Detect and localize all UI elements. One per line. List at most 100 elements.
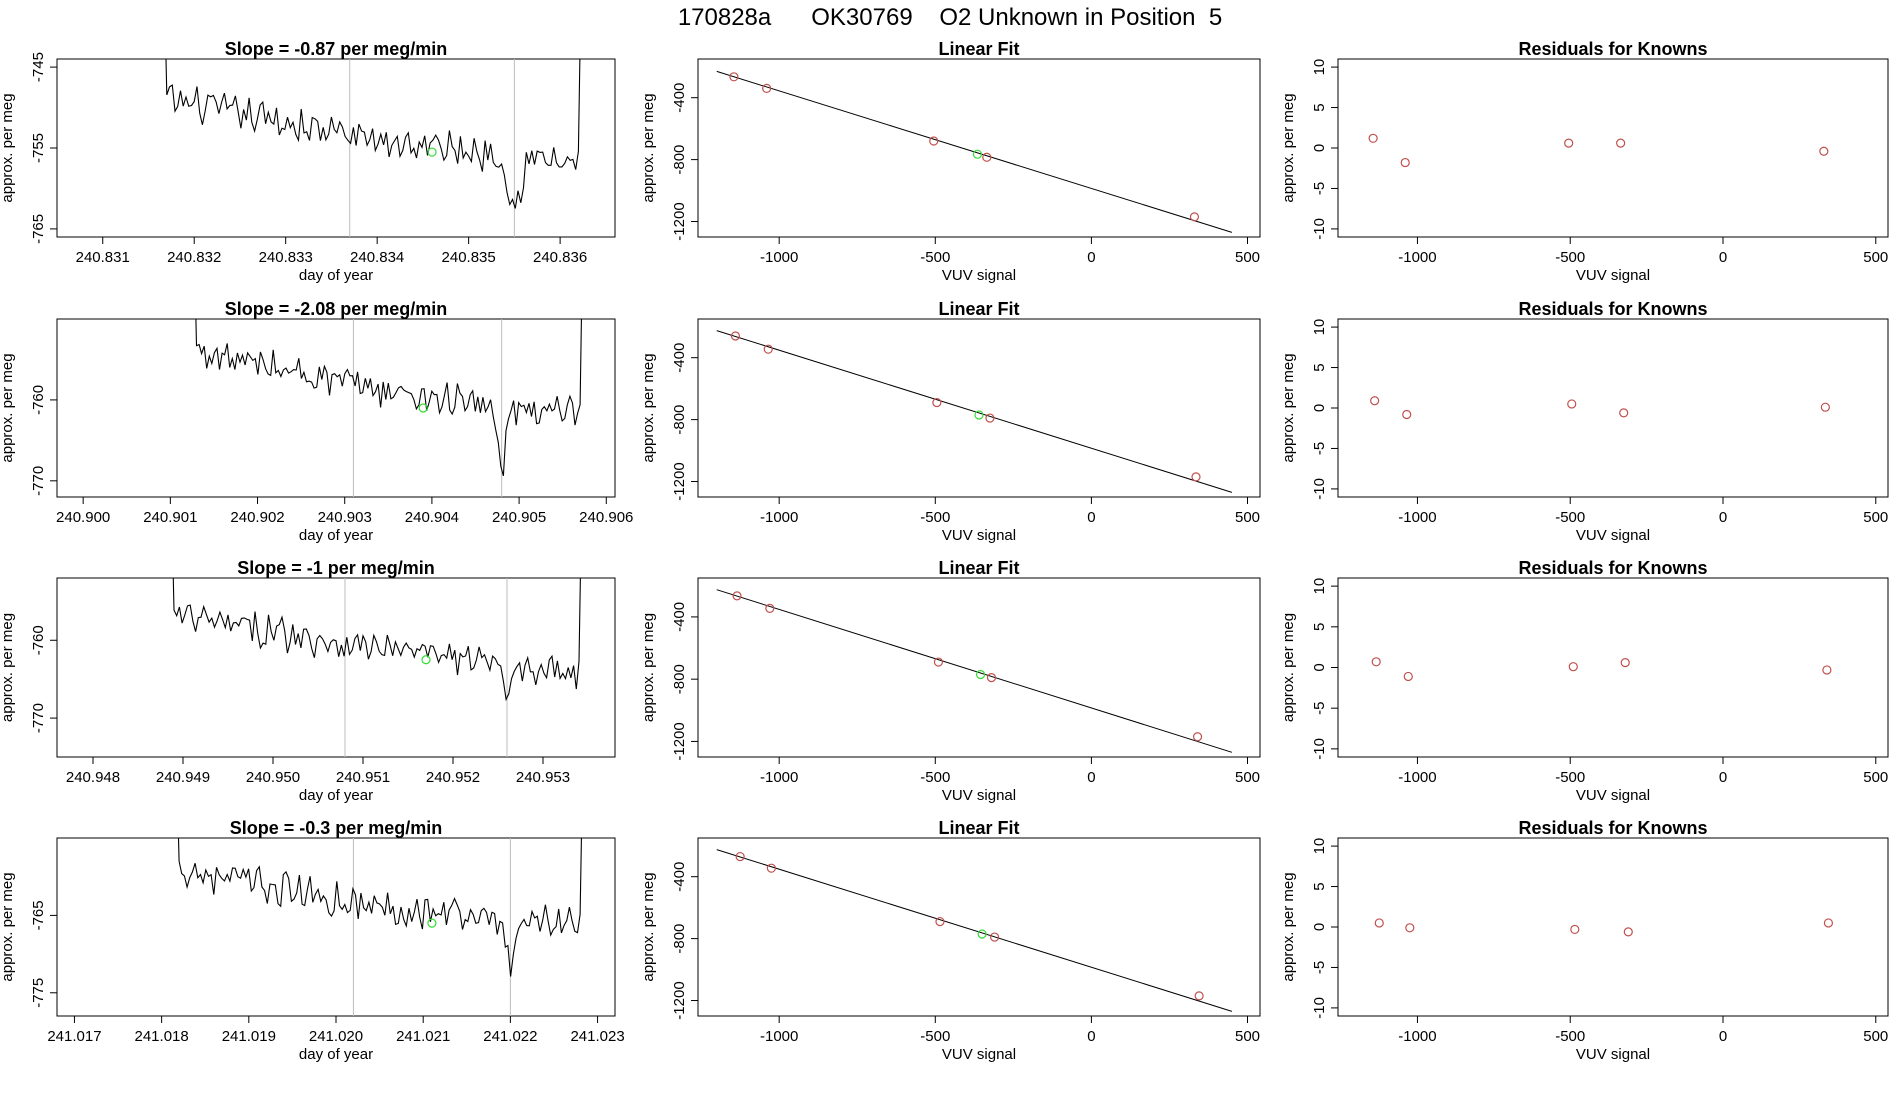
y-axis-label: approx. per meg <box>0 93 16 202</box>
y-tick-label: 0 <box>1311 404 1328 412</box>
unknown-marker <box>427 147 437 157</box>
known-point <box>1191 472 1201 482</box>
x-tick-label: 241.019 <box>222 1028 276 1045</box>
x-tick-label: 240.836 <box>533 249 587 266</box>
x-axis-label: VUV signal <box>942 527 1016 544</box>
plot-frame <box>56 58 616 238</box>
x-tick-label: -500 <box>1555 509 1585 526</box>
x-tick-label: 240.833 <box>259 249 313 266</box>
x-tick-label: 0 <box>1719 1028 1727 1045</box>
residual-point <box>1819 146 1829 156</box>
plot-area <box>172 578 581 757</box>
residual-point <box>1616 138 1626 148</box>
x-tick-label: -1000 <box>760 509 798 526</box>
x-tick-label: 240.834 <box>350 249 404 266</box>
residual-point <box>1371 657 1381 667</box>
residuals-panel-4: Residuals for Knowns -1000 -500 0 500 10 5 0 -5 -… <box>1280 818 1889 1063</box>
known-point <box>732 591 742 601</box>
x-tick-label: 240.951 <box>336 769 390 786</box>
y-tick-label: -800 <box>671 405 688 435</box>
x-tick-label: 500 <box>1235 769 1260 786</box>
x-tick-label: 500 <box>1863 249 1888 266</box>
y-tick-label: -400 <box>671 862 688 892</box>
x-axis-label: VUV signal <box>1576 787 1650 804</box>
time-series-panel-2: Slope = -2.08 per meg/min 240.900 240.901 2… <box>0 299 633 544</box>
x-axis-label: VUV signal <box>942 267 1016 284</box>
residual-point <box>1400 157 1410 168</box>
known-point <box>762 83 772 94</box>
fit-line <box>716 849 1233 1012</box>
panel-title: Residuals for Knowns <box>1518 818 1707 838</box>
x-tick-label: -1000 <box>1398 769 1436 786</box>
known-point <box>933 657 944 667</box>
residual-point <box>1820 402 1830 412</box>
y-tick-label: -800 <box>671 145 688 175</box>
data-trace-line <box>165 59 581 209</box>
linear-fit-panel-3: Linear Fit -1000 -500 0 500 -400 -800 -1200 VUV … <box>640 558 1261 804</box>
known-point <box>932 397 942 408</box>
x-tick-label: 241.017 <box>47 1028 101 1045</box>
unknown-point <box>974 410 984 420</box>
x-tick-label: 240.832 <box>167 249 221 266</box>
residual-point <box>1374 918 1384 928</box>
plot-area <box>716 849 1233 1012</box>
y-tick-label: 10 <box>1311 59 1328 76</box>
x-tick-label: -500 <box>920 769 950 786</box>
y-tick-label: 5 <box>1311 363 1328 371</box>
x-axis-label: VUV signal <box>1576 1046 1650 1063</box>
time-series-panel-3: Slope = -1 per meg/min 240.948 240.949 240.… <box>0 558 616 804</box>
x-tick-label: -1000 <box>1398 509 1436 526</box>
fit-line <box>716 330 1233 493</box>
y-tick-label: -5 <box>1311 961 1328 974</box>
y-tick-label: 5 <box>1311 882 1328 890</box>
known-point <box>735 851 745 862</box>
data-trace-line <box>195 319 582 477</box>
x-tick-label: -500 <box>920 509 950 526</box>
known-point <box>730 331 741 341</box>
data-trace-line <box>172 578 581 702</box>
y-axis-label: approx. per meg <box>0 613 16 722</box>
y-axis-label: approx. per meg <box>640 613 657 722</box>
y-tick-label: -400 <box>671 602 688 632</box>
x-tick-label: 240.831 <box>76 249 130 266</box>
residual-point <box>1564 138 1574 148</box>
plot-frame <box>697 577 1261 758</box>
plot-area <box>165 59 581 237</box>
y-axis-label: approx. per meg <box>1280 93 1297 202</box>
x-tick-label: 500 <box>1235 1028 1260 1045</box>
y-tick-label: -775 <box>30 978 47 1008</box>
residual-point <box>1567 399 1577 409</box>
known-point <box>729 72 739 82</box>
plot-area <box>195 319 582 497</box>
x-tick-label: -500 <box>1555 249 1585 266</box>
y-tick-label: -1200 <box>671 722 688 760</box>
unknown-point <box>977 929 987 939</box>
unknown-point <box>972 149 983 159</box>
unknown-marker <box>418 403 428 413</box>
residual-point <box>1620 658 1630 668</box>
x-tick-label: 241.020 <box>309 1028 363 1045</box>
plot-frame <box>1337 58 1889 238</box>
residual-point <box>1405 923 1415 933</box>
plot-frame <box>697 58 1261 238</box>
known-point <box>763 344 773 354</box>
x-tick-label: 240.952 <box>426 769 480 786</box>
y-tick-label: -10 <box>1311 478 1328 500</box>
y-axis-label: approx. per meg <box>640 353 657 462</box>
x-tick-label: 0 <box>1719 769 1727 786</box>
y-axis-label: approx. per meg <box>1280 353 1297 462</box>
residual-point <box>1823 918 1834 928</box>
panel-title: Linear Fit <box>938 558 1019 578</box>
plot-area <box>716 70 1233 233</box>
x-tick-label: 0 <box>1087 769 1095 786</box>
time-series-panel-4: Slope = -0.3 per meg/min 241.017 241.018 24… <box>0 818 625 1063</box>
x-tick-label: -1000 <box>760 1028 798 1045</box>
x-tick-label: 240.948 <box>66 769 120 786</box>
unknown-marker <box>427 918 437 928</box>
x-axis-label: VUV signal <box>1576 527 1650 544</box>
y-tick-label: 10 <box>1311 319 1328 336</box>
x-tick-label: 240.904 <box>405 509 459 526</box>
panel-title: Slope = -2.08 per meg/min <box>225 299 448 319</box>
plot-area <box>1374 918 1834 937</box>
